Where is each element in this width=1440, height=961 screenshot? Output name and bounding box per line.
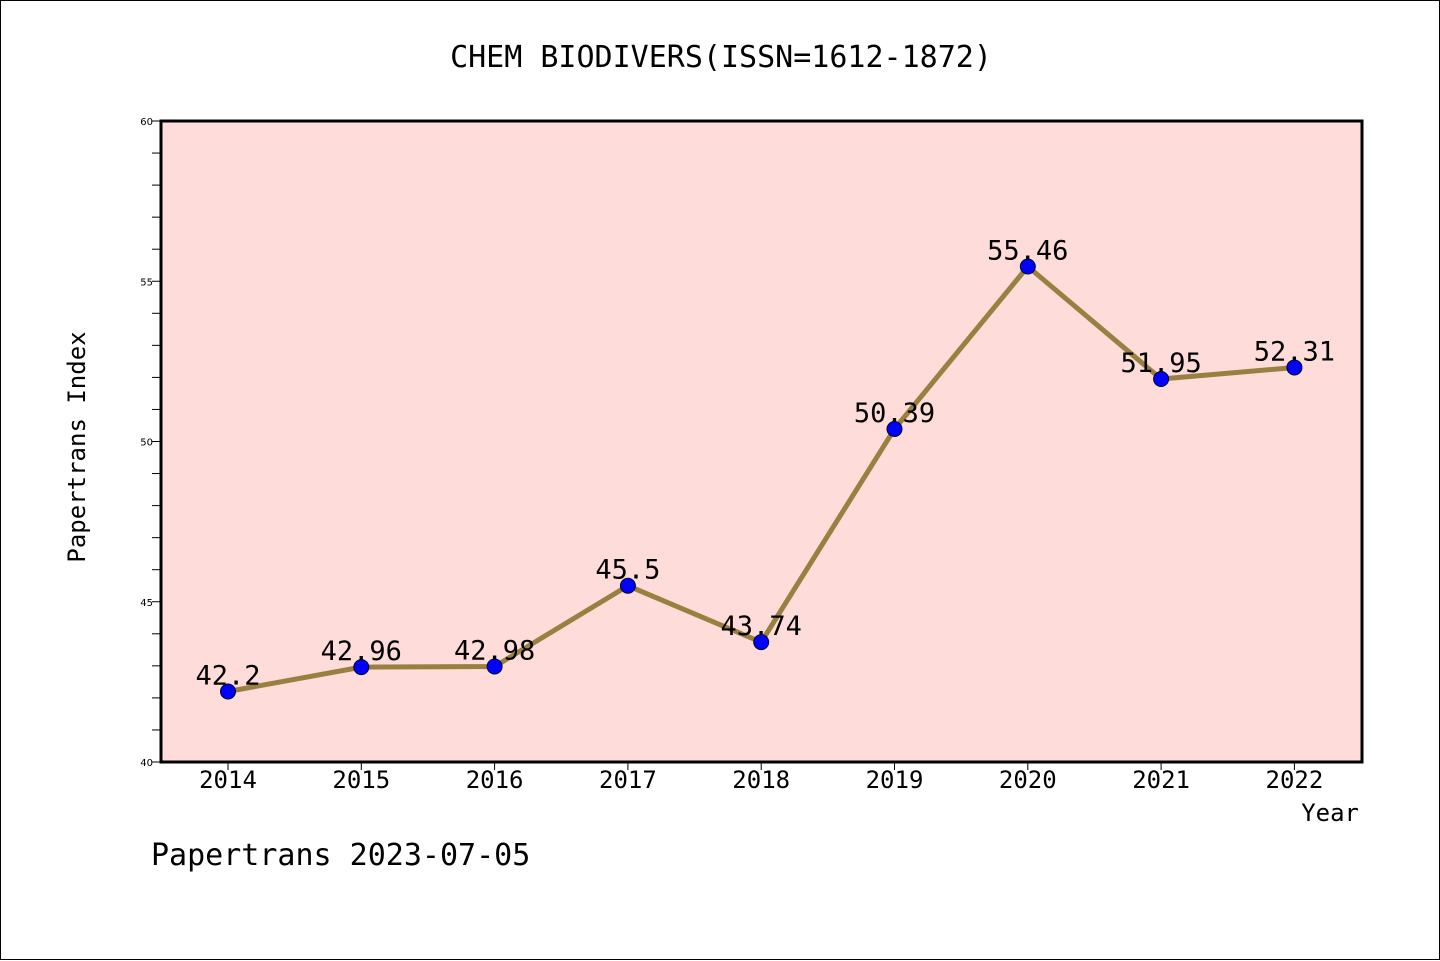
- data-point: [1286, 359, 1303, 376]
- x-tick-label: 2020: [999, 766, 1057, 794]
- data-label: 55.46: [987, 236, 1068, 267]
- y-axis-label: Papertrans Index: [63, 331, 91, 562]
- plot-area: [159, 119, 1364, 764]
- y-tick-label: 40: [140, 758, 153, 769]
- data-label: 51.95: [1120, 348, 1201, 379]
- x-axis: 2014 2015 2016 2017 2018 2019 2020 2021 2022: [199, 762, 1323, 794]
- x-tick-label: 2015: [332, 766, 390, 794]
- data-point: [1019, 258, 1036, 275]
- x-tick-label: 2019: [866, 766, 924, 794]
- data-label: 50.39: [854, 398, 935, 429]
- chart-title: CHEM BIODIVERS(ISSN=1612-1872): [450, 40, 992, 75]
- y-tick-label: 55: [140, 277, 153, 288]
- x-tick-label: 2018: [732, 766, 790, 794]
- data-point: [486, 658, 503, 675]
- y-axis: 40 45 50 55 60: [140, 117, 161, 769]
- data-label: 42.98: [454, 635, 535, 666]
- data-label: 45.5: [595, 555, 660, 586]
- data-point: [753, 634, 770, 651]
- data-label: 42.2: [195, 660, 260, 691]
- data-point: [886, 421, 903, 438]
- footer-text: Papertrans 2023-07-05: [151, 838, 530, 873]
- y-tick-label: 60: [140, 117, 153, 128]
- data-point: [220, 683, 236, 700]
- data-labels: 42.2 42.96 42.98 45.5 43.74 50.39 55.46 51.95 52…: [195, 236, 1335, 692]
- data-point: [1153, 371, 1170, 388]
- data-label: 43.74: [721, 611, 802, 642]
- x-axis-label: Year: [1301, 799, 1359, 827]
- x-tick-label: 2016: [466, 766, 524, 794]
- data-point: [353, 659, 370, 676]
- y-tick-label: 50: [140, 438, 153, 449]
- series-markers: [220, 258, 1303, 700]
- x-tick-label: 2017: [599, 766, 657, 794]
- y-tick-label: 45: [140, 598, 153, 609]
- data-label: 42.96: [321, 636, 402, 667]
- x-tick-label: 2021: [1132, 766, 1190, 794]
- data-label: 52.31: [1254, 336, 1335, 367]
- data-point: [619, 577, 636, 594]
- x-tick-label: 2022: [1266, 766, 1324, 794]
- x-tick-label: 2014: [199, 766, 257, 794]
